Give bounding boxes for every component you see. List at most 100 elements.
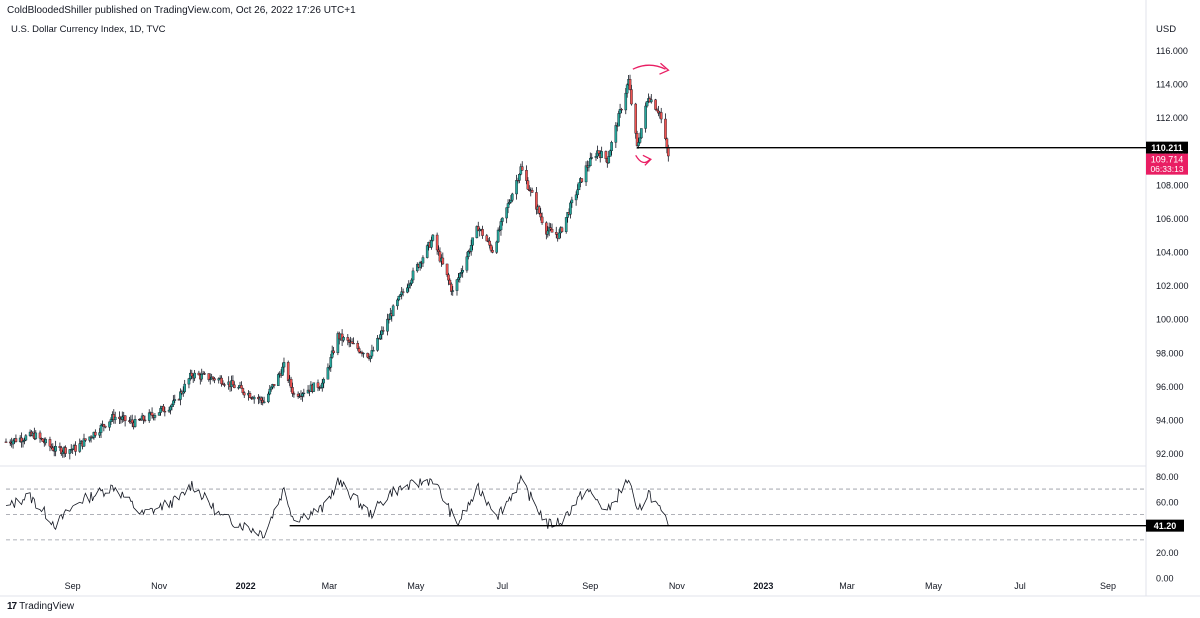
candle-body (654, 99, 657, 110)
candle-body (203, 373, 206, 375)
candle-body (150, 412, 154, 416)
candle-body (491, 249, 494, 253)
candle-body (362, 352, 365, 355)
time-tick-label: Mar (839, 581, 855, 591)
candle-body (240, 385, 243, 389)
candle-body (208, 378, 212, 381)
candle-body (445, 263, 449, 276)
candle-body (193, 372, 196, 379)
candle-body (187, 378, 191, 385)
candle-body (233, 384, 236, 389)
price-tick-label: 92.000 (1156, 449, 1184, 459)
candle-body (391, 305, 395, 317)
candle-body (326, 367, 330, 380)
candle-body (11, 440, 15, 445)
candle-body (398, 294, 402, 297)
candle-body (130, 419, 134, 424)
rsi-tick-label: 80.00 (1156, 472, 1179, 482)
candle-body (103, 425, 107, 428)
candle-body (370, 350, 374, 357)
candle-body (190, 372, 194, 377)
candle-body (163, 411, 167, 413)
candle-body (267, 393, 270, 403)
time-tick-label: Jul (1014, 581, 1026, 591)
time-tick-label: Jul (497, 581, 509, 591)
candle-body (50, 446, 53, 448)
candle-body (312, 382, 316, 392)
candle-body (181, 391, 185, 394)
time-tick-label: May (925, 581, 943, 591)
candle-body (535, 192, 538, 210)
candle-body (421, 257, 425, 264)
candle-body (640, 128, 643, 139)
symbol-title[interactable]: U.S. Dollar Currency Index, 1D, TVC (11, 24, 166, 35)
candle-body (461, 270, 464, 273)
candle-body (98, 432, 101, 436)
time-tick-label: Sep (65, 581, 81, 591)
candle-body (157, 412, 161, 416)
candle-body (133, 419, 137, 427)
candle-body (54, 446, 57, 452)
rsi-tick-label: 0.00 (1156, 574, 1174, 584)
candle-body (386, 318, 389, 332)
candle-body (38, 432, 42, 439)
candle-body (316, 382, 320, 388)
candle-body (630, 89, 633, 105)
candle-body (82, 438, 86, 447)
candle-body (183, 383, 186, 392)
candle-body (467, 251, 470, 257)
candle-body (560, 227, 564, 232)
candle-body (24, 435, 28, 441)
tradingview-logo-icon: 17 (7, 601, 17, 612)
price-tick-label: 94.000 (1156, 416, 1184, 426)
annotation-arrow-top (632, 64, 666, 70)
candle-body (248, 393, 252, 398)
candle-body (397, 296, 401, 301)
price-tick-label: 108.000 (1156, 180, 1189, 190)
candle-body (372, 350, 375, 352)
candle-body (302, 392, 306, 395)
candle-body (667, 147, 670, 157)
candle-body (506, 203, 510, 208)
tradingview-footer[interactable]: 17 TradingView (7, 601, 74, 612)
candle-body (546, 230, 550, 235)
last-price-tag (1146, 153, 1188, 175)
candle-body (48, 439, 52, 447)
candle-body (515, 180, 518, 195)
candle-body (549, 227, 552, 230)
candle-group (4, 74, 670, 460)
candle-body (508, 201, 511, 204)
candle-body (401, 291, 405, 293)
candle-body (481, 229, 484, 236)
rsi-level-tag (1146, 519, 1184, 532)
time-tick-label: 2022 (236, 581, 256, 591)
countdown-label: 06:33:13 (1150, 164, 1183, 174)
candle-body (501, 217, 504, 222)
candle-body (369, 355, 372, 359)
candle-body (584, 165, 588, 183)
candle-body (577, 182, 581, 191)
candle-body (376, 337, 379, 351)
candle-body (628, 79, 632, 90)
candle-body (576, 189, 579, 196)
candle-body (197, 372, 201, 376)
time-tick-label: Sep (1100, 581, 1116, 591)
candle-body (169, 406, 172, 411)
candle-body (564, 217, 568, 232)
candle-body (207, 373, 211, 380)
candle-body (407, 284, 411, 289)
candle-body (170, 404, 174, 407)
candle-body (459, 272, 463, 274)
candle-body (604, 151, 608, 159)
candle-body (396, 299, 399, 307)
time-tick-label: 2023 (753, 581, 773, 591)
candle-body (200, 373, 204, 380)
candle-body (242, 392, 246, 396)
candle-body (634, 103, 637, 134)
candle-body (406, 287, 409, 293)
candle-body (525, 170, 528, 181)
candle-body (458, 273, 462, 278)
candle-body (291, 387, 294, 394)
candle-body (655, 109, 659, 112)
